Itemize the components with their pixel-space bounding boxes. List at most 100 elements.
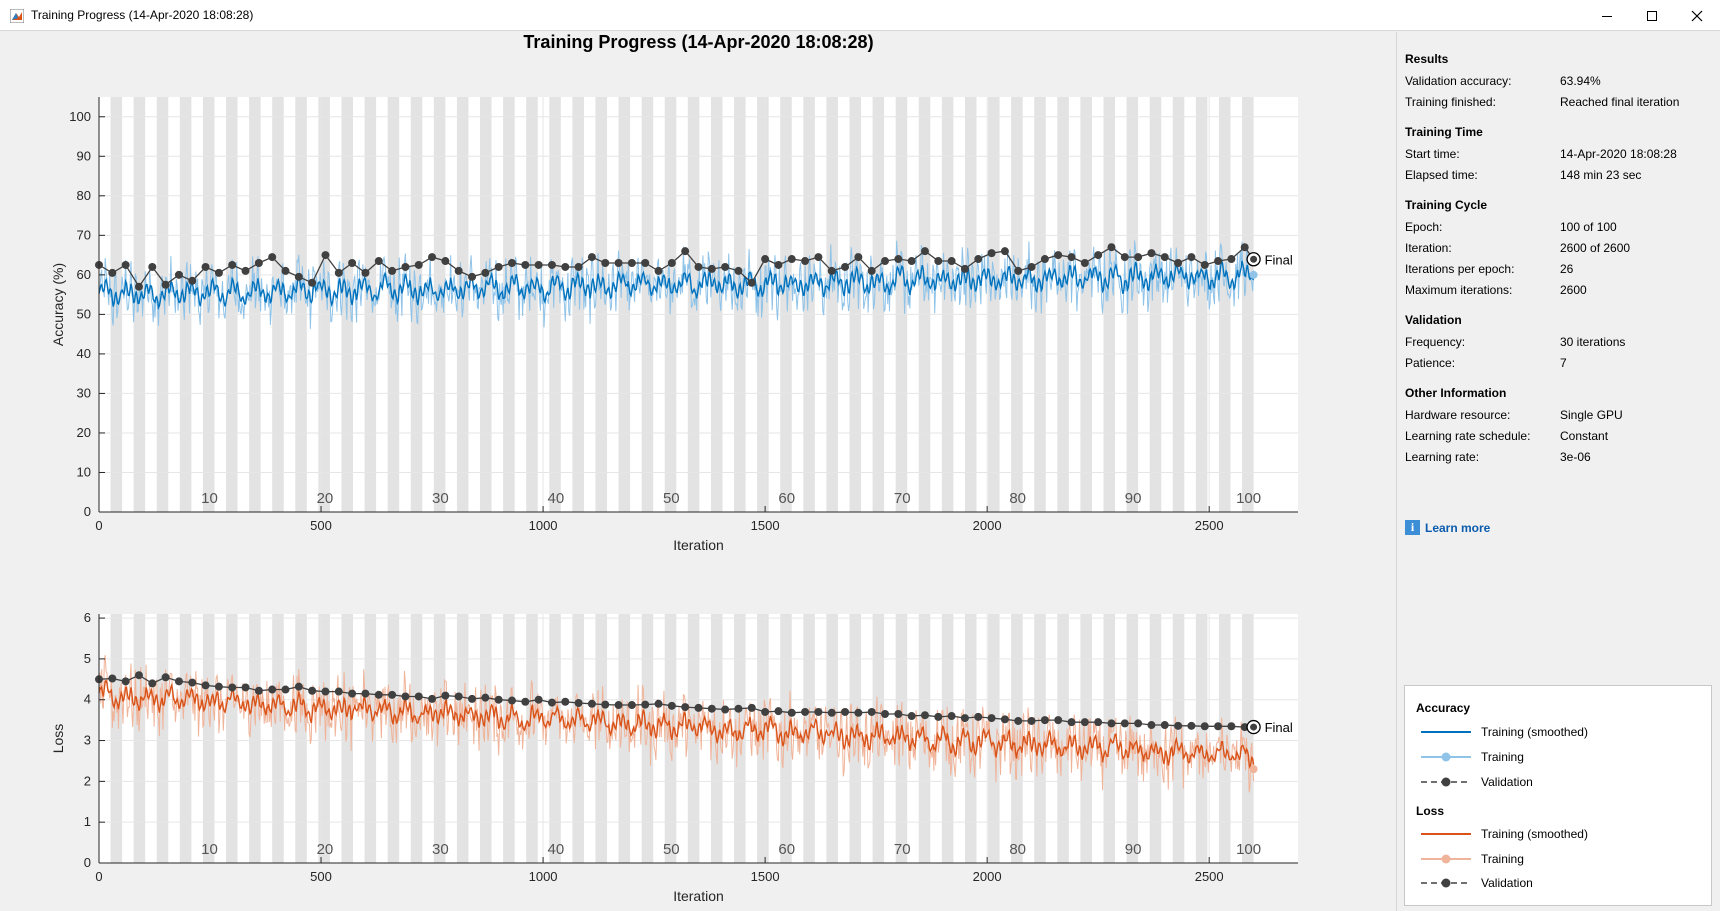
epoch-band	[341, 614, 354, 863]
validation-point	[1000, 247, 1009, 256]
y-tick-label: 0	[84, 855, 91, 870]
legend-box: Accuracy Training (smoothed) Training Va…	[1404, 685, 1712, 906]
validation-final-point	[1250, 255, 1258, 263]
epoch-band	[1057, 614, 1069, 863]
validation-point	[681, 703, 690, 712]
validation-point	[174, 677, 183, 686]
validation-point	[587, 699, 596, 708]
epoch-band	[526, 614, 538, 863]
validation-point	[428, 694, 437, 703]
y-tick-label: 5	[84, 651, 91, 666]
maximize-button[interactable]	[1629, 0, 1675, 31]
info-row: Frequency: 30 iterations	[1405, 331, 1715, 352]
epoch-label: 60	[778, 841, 795, 858]
validation-point	[1227, 255, 1236, 264]
validation-point	[574, 698, 583, 707]
minimize-icon	[1602, 15, 1612, 17]
y-tick-label: 2	[84, 773, 91, 788]
validation-point	[388, 690, 397, 699]
validation-point	[1054, 716, 1063, 725]
validation-point	[1040, 716, 1049, 725]
x-tick-label: 0	[95, 518, 102, 533]
x-tick-label: 2500	[1195, 869, 1224, 884]
epoch-band	[918, 97, 931, 512]
validation-point	[521, 260, 530, 269]
validation-point	[681, 247, 690, 256]
y-tick-label: 30	[77, 385, 91, 400]
epoch-label: 50	[663, 841, 680, 858]
window-titlebar[interactable]: Training Progress (14-Apr-2020 18:08:28)	[0, 0, 1720, 31]
validation-point	[974, 255, 983, 264]
x-tick-label: 0	[95, 869, 102, 884]
epoch-band	[202, 614, 215, 863]
close-button[interactable]	[1674, 0, 1720, 31]
validation-point	[974, 712, 983, 721]
info-key: Training finished:	[1405, 94, 1496, 109]
epoch-label: 80	[1009, 841, 1026, 858]
validation-point	[268, 253, 277, 262]
epoch-band	[156, 614, 169, 863]
legend-label: Validation	[1481, 876, 1533, 890]
validation-point	[1054, 251, 1063, 260]
epoch-band	[988, 614, 1000, 863]
validation-point	[1160, 721, 1169, 730]
validation-point	[601, 700, 610, 709]
validation-point	[547, 698, 556, 707]
validation-point	[374, 690, 383, 699]
y-tick-label: 10	[77, 464, 91, 479]
validation-point	[881, 257, 890, 266]
epoch-band	[1057, 97, 1069, 512]
validation-point	[214, 682, 223, 691]
epoch-band	[687, 97, 700, 512]
validation-point	[934, 712, 943, 721]
validation-point	[854, 253, 863, 262]
validation-point	[214, 268, 223, 277]
epoch-band	[710, 97, 723, 512]
validation-point	[441, 257, 450, 266]
validation-point	[787, 255, 796, 264]
epoch-band	[133, 97, 146, 512]
validation-point	[1174, 721, 1183, 730]
x-axis-label: Iteration	[673, 888, 724, 904]
validation-point	[534, 695, 543, 704]
validation-point	[361, 689, 370, 698]
validation-point	[814, 707, 823, 716]
validation-point	[454, 266, 463, 275]
validation-point	[1160, 253, 1169, 262]
validation-point	[241, 266, 250, 275]
validation-point	[694, 262, 703, 271]
validation-point	[1080, 718, 1089, 727]
epoch-band	[826, 614, 838, 863]
validation-point	[1134, 719, 1143, 728]
validation-point	[841, 262, 850, 271]
info-key: Start time:	[1405, 146, 1460, 161]
epoch-band	[295, 614, 307, 863]
legend-accuracy-title: Accuracy	[1416, 701, 1471, 715]
x-axis-label: Iteration	[673, 537, 724, 553]
validation-point	[1240, 243, 1249, 252]
info-row: Elapsed time: 148 min 23 sec	[1405, 164, 1715, 185]
validation-point	[228, 260, 237, 269]
validation-point	[414, 692, 423, 701]
learn-more-link[interactable]: i Learn more	[1405, 520, 1490, 535]
epoch-band	[895, 97, 908, 512]
y-tick-label: 100	[69, 109, 91, 124]
info-row: Maximum iterations: 2600	[1405, 279, 1715, 300]
validation-point	[494, 262, 503, 271]
epoch-band	[1218, 97, 1231, 512]
legend-accuracy-smoothed: Training (smoothed)	[1416, 723, 1588, 741]
x-tick-label: 2000	[973, 518, 1002, 533]
x-tick-label: 1500	[751, 869, 780, 884]
validation-point	[641, 259, 650, 267]
epoch-band	[1242, 614, 1254, 863]
minimize-button[interactable]	[1584, 0, 1630, 31]
validation-point	[1187, 253, 1196, 262]
validation-point	[174, 270, 183, 279]
validation-point	[481, 693, 490, 702]
validation-point	[667, 701, 676, 710]
validation-point	[987, 249, 996, 258]
maximize-icon	[1647, 10, 1657, 21]
legend-line-icon	[1421, 854, 1471, 864]
epoch-label: 40	[547, 841, 564, 858]
info-key: Validation accuracy:	[1405, 73, 1512, 88]
